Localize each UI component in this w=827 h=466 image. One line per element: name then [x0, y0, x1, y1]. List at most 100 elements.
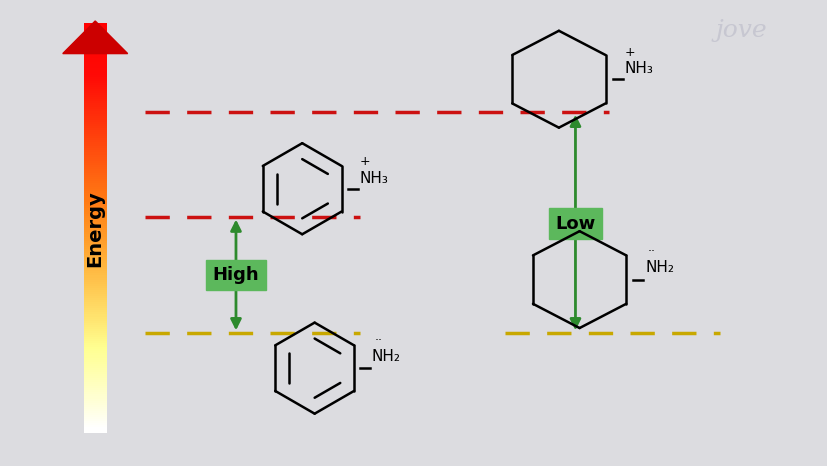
Bar: [84, 249, 107, 251]
Bar: [84, 240, 107, 243]
Bar: [84, 419, 107, 421]
Bar: [84, 128, 107, 130]
Bar: [84, 155, 107, 157]
Bar: [84, 243, 107, 245]
Bar: [84, 288, 107, 290]
Text: NH₂: NH₂: [644, 260, 673, 275]
Bar: [84, 378, 107, 380]
Bar: [84, 165, 107, 167]
Bar: [84, 341, 107, 343]
Polygon shape: [63, 21, 127, 54]
Text: Energy: Energy: [86, 190, 104, 267]
Bar: [84, 230, 107, 233]
Bar: [84, 192, 107, 193]
Bar: [84, 284, 107, 286]
Bar: [84, 29, 107, 32]
Text: NH₃: NH₃: [624, 62, 653, 76]
Bar: [84, 265, 107, 267]
Bar: [84, 122, 107, 124]
Bar: [84, 177, 107, 179]
Bar: [84, 259, 107, 261]
Bar: [84, 413, 107, 415]
Bar: [84, 224, 107, 226]
Bar: [84, 181, 107, 183]
Bar: [84, 267, 107, 269]
Bar: [84, 189, 107, 192]
Bar: [84, 34, 107, 35]
Bar: [84, 374, 107, 376]
Bar: [84, 350, 107, 351]
Bar: [84, 110, 107, 111]
Bar: [84, 212, 107, 214]
Text: jove: jove: [715, 19, 766, 42]
Bar: [84, 286, 107, 288]
Bar: [84, 274, 107, 275]
Bar: [84, 294, 107, 296]
Bar: [84, 261, 107, 263]
Bar: [84, 257, 107, 259]
Bar: [84, 60, 107, 62]
Bar: [84, 27, 107, 29]
Bar: [84, 360, 107, 362]
Bar: [84, 208, 107, 210]
Bar: [84, 146, 107, 148]
Bar: [84, 298, 107, 300]
Bar: [84, 93, 107, 95]
Bar: [84, 79, 107, 81]
Bar: [84, 335, 107, 337]
Bar: [84, 356, 107, 357]
Bar: [84, 206, 107, 208]
Bar: [84, 66, 107, 69]
Bar: [84, 275, 107, 278]
Bar: [84, 357, 107, 360]
Bar: [84, 247, 107, 249]
Bar: [84, 171, 107, 173]
Bar: [84, 38, 107, 40]
Bar: [84, 69, 107, 70]
Bar: [84, 329, 107, 331]
Bar: [84, 263, 107, 265]
Bar: [84, 220, 107, 222]
Bar: [84, 70, 107, 73]
Bar: [84, 327, 107, 329]
Bar: [84, 392, 107, 394]
Bar: [84, 222, 107, 224]
Bar: [84, 167, 107, 169]
Bar: [84, 384, 107, 386]
Bar: [84, 158, 107, 161]
Bar: [84, 370, 107, 372]
Bar: [84, 281, 107, 284]
Bar: [84, 85, 107, 87]
Bar: [84, 99, 107, 101]
Bar: [84, 397, 107, 398]
Bar: [84, 382, 107, 384]
Bar: [84, 425, 107, 427]
Bar: [84, 401, 107, 403]
Bar: [84, 175, 107, 177]
Text: High: High: [213, 266, 259, 284]
Bar: [84, 394, 107, 397]
Bar: [84, 343, 107, 345]
Bar: [84, 196, 107, 198]
Bar: [84, 54, 107, 56]
Bar: [84, 255, 107, 257]
Bar: [84, 50, 107, 52]
Bar: [84, 269, 107, 271]
Bar: [84, 105, 107, 107]
Bar: [84, 226, 107, 228]
Bar: [84, 202, 107, 204]
Bar: [84, 187, 107, 189]
Bar: [84, 300, 107, 302]
Bar: [84, 308, 107, 310]
Bar: [84, 169, 107, 171]
Bar: [84, 46, 107, 48]
Bar: [84, 183, 107, 185]
Bar: [84, 138, 107, 140]
Bar: [84, 421, 107, 423]
Bar: [84, 271, 107, 274]
Bar: [84, 87, 107, 89]
Bar: [84, 432, 107, 433]
Bar: [84, 388, 107, 391]
Bar: [84, 173, 107, 175]
Bar: [84, 404, 107, 407]
